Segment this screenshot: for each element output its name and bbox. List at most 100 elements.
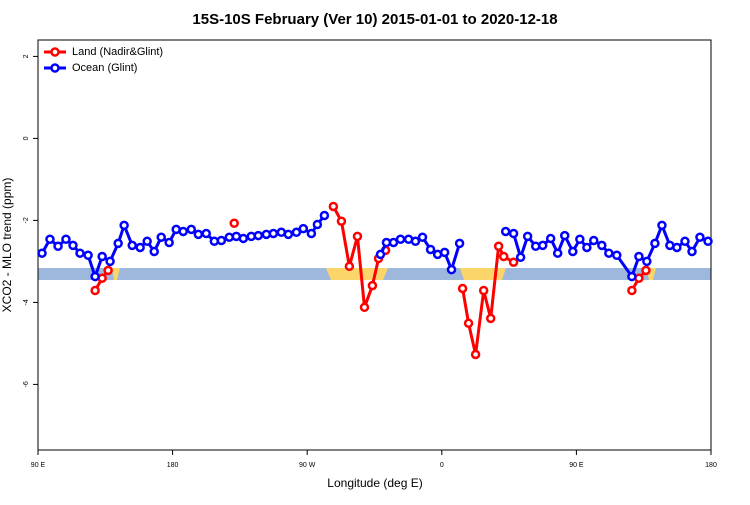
data-point bbox=[493, 241, 504, 251]
data-point bbox=[395, 234, 406, 245]
data-point bbox=[113, 238, 123, 249]
y-tick-label: -2 bbox=[23, 217, 30, 223]
data-point bbox=[97, 251, 107, 262]
data-point bbox=[201, 228, 211, 239]
data-point bbox=[417, 232, 428, 242]
data-point bbox=[568, 246, 578, 257]
data-point bbox=[253, 230, 264, 241]
y-tick-label: 2 bbox=[23, 54, 30, 58]
data-point bbox=[627, 271, 637, 282]
data-point bbox=[500, 226, 511, 237]
data-point bbox=[522, 231, 533, 242]
x-tick-label: 180 bbox=[167, 462, 179, 469]
x-tick-label: 90 E bbox=[31, 462, 46, 469]
land-band bbox=[326, 268, 388, 280]
data-point bbox=[268, 228, 279, 239]
data-point bbox=[687, 246, 697, 257]
data-point bbox=[454, 238, 465, 249]
data-point bbox=[156, 232, 166, 242]
legend-label: Land (Nadir&Glint) bbox=[72, 46, 163, 58]
y-tick-label: -6 bbox=[23, 381, 30, 387]
data-point bbox=[352, 231, 363, 242]
data-point bbox=[68, 240, 78, 251]
data-point bbox=[149, 246, 159, 257]
data-point bbox=[75, 248, 85, 258]
data-point bbox=[641, 265, 651, 276]
legend-label: Ocean (Glint) bbox=[72, 62, 137, 74]
data-point bbox=[446, 264, 457, 275]
data-point bbox=[328, 201, 339, 212]
data-point bbox=[575, 234, 585, 245]
data-point bbox=[312, 219, 323, 230]
data-point bbox=[552, 248, 563, 258]
x-tick-label: 180 bbox=[705, 462, 717, 469]
data-point bbox=[367, 280, 378, 291]
x-axis-label: Longitude (deg E) bbox=[327, 476, 422, 490]
data-point bbox=[672, 242, 682, 253]
data-point bbox=[119, 220, 129, 231]
data-point bbox=[90, 285, 100, 296]
data-point bbox=[186, 224, 197, 235]
data-point bbox=[508, 228, 519, 239]
data-point bbox=[650, 238, 660, 249]
data-point bbox=[515, 252, 526, 263]
data-point bbox=[37, 248, 47, 258]
data-point bbox=[178, 226, 188, 237]
data-point bbox=[53, 241, 63, 251]
data-point bbox=[103, 265, 113, 276]
data-point bbox=[164, 237, 174, 248]
data-point bbox=[83, 250, 93, 260]
data-point bbox=[193, 229, 204, 240]
data-point bbox=[216, 235, 227, 246]
data-point bbox=[336, 216, 347, 226]
data-point bbox=[559, 230, 570, 241]
y-tick-label: 0 bbox=[23, 136, 30, 140]
data-point bbox=[105, 256, 115, 267]
data-point bbox=[238, 233, 249, 244]
data-point bbox=[90, 271, 100, 282]
data-point bbox=[388, 237, 399, 248]
data-point bbox=[588, 235, 599, 246]
data-point bbox=[634, 251, 644, 262]
data-point bbox=[597, 240, 607, 251]
data-point bbox=[582, 242, 592, 253]
data-point bbox=[135, 242, 145, 253]
x-tick-label: 0 bbox=[440, 462, 444, 469]
data-point bbox=[508, 257, 519, 267]
data-point bbox=[298, 223, 309, 234]
data-point bbox=[680, 236, 690, 247]
data-point bbox=[657, 220, 667, 231]
data-point bbox=[291, 227, 302, 238]
plot-frame bbox=[37, 39, 712, 451]
x-tick-label: 90 W bbox=[299, 462, 316, 469]
data-point bbox=[470, 349, 481, 360]
data-point bbox=[375, 249, 386, 260]
data-point bbox=[695, 232, 705, 242]
data-point bbox=[45, 234, 55, 245]
data-point bbox=[604, 248, 614, 258]
data-point bbox=[410, 236, 421, 247]
data-point bbox=[703, 236, 713, 247]
legend-marker bbox=[50, 63, 60, 73]
data-point bbox=[538, 240, 548, 251]
data-point bbox=[498, 251, 509, 262]
data-point bbox=[319, 210, 330, 221]
land-band bbox=[460, 268, 506, 280]
data-point bbox=[127, 240, 137, 251]
data-point bbox=[425, 244, 436, 255]
y-tick-label: -4 bbox=[23, 299, 30, 305]
data-point bbox=[457, 283, 468, 294]
data-point bbox=[142, 236, 152, 247]
data-point bbox=[229, 218, 239, 229]
data-point bbox=[485, 313, 496, 324]
data-point bbox=[478, 285, 489, 296]
data-point bbox=[463, 318, 474, 329]
data-point bbox=[545, 233, 556, 244]
data-point bbox=[359, 302, 370, 313]
data-point bbox=[612, 250, 622, 260]
data-point bbox=[642, 256, 652, 267]
y-axis-label: XCO2 - MLO trend (ppm) bbox=[0, 178, 14, 313]
data-point bbox=[61, 234, 71, 245]
